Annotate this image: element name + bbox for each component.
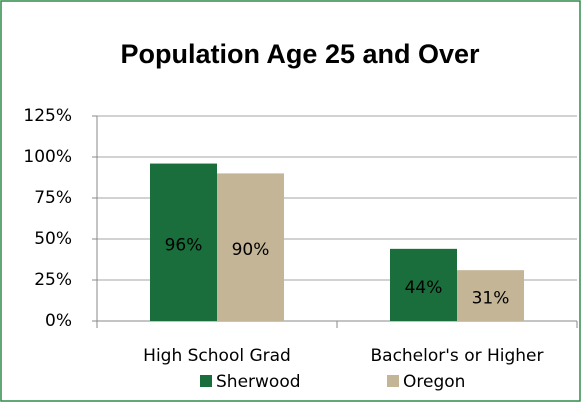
x-tick-label: High School Grad bbox=[143, 346, 291, 366]
y-tick-label: 75% bbox=[34, 188, 72, 208]
x-tick-label: Bachelor's or Higher bbox=[370, 346, 543, 366]
legend-swatch bbox=[387, 375, 399, 387]
y-tick-label: 50% bbox=[34, 229, 72, 249]
bar bbox=[457, 270, 524, 321]
data-label: 44% bbox=[405, 278, 443, 298]
data-label: 90% bbox=[232, 240, 270, 260]
y-tick-label: 25% bbox=[34, 270, 72, 290]
chart-title: Population Age 25 and Over bbox=[120, 39, 480, 69]
legend-swatch bbox=[200, 375, 212, 387]
y-tick-label: 125% bbox=[23, 106, 72, 126]
legend-label: Oregon bbox=[403, 372, 465, 392]
legend-label: Sherwood bbox=[216, 372, 301, 392]
bar bbox=[217, 173, 284, 321]
bar bbox=[150, 163, 217, 321]
y-tick-label: 0% bbox=[45, 311, 72, 331]
data-label: 96% bbox=[165, 235, 203, 255]
data-label: 31% bbox=[472, 289, 510, 309]
bar bbox=[390, 248, 457, 321]
y-tick-label: 100% bbox=[23, 147, 72, 167]
